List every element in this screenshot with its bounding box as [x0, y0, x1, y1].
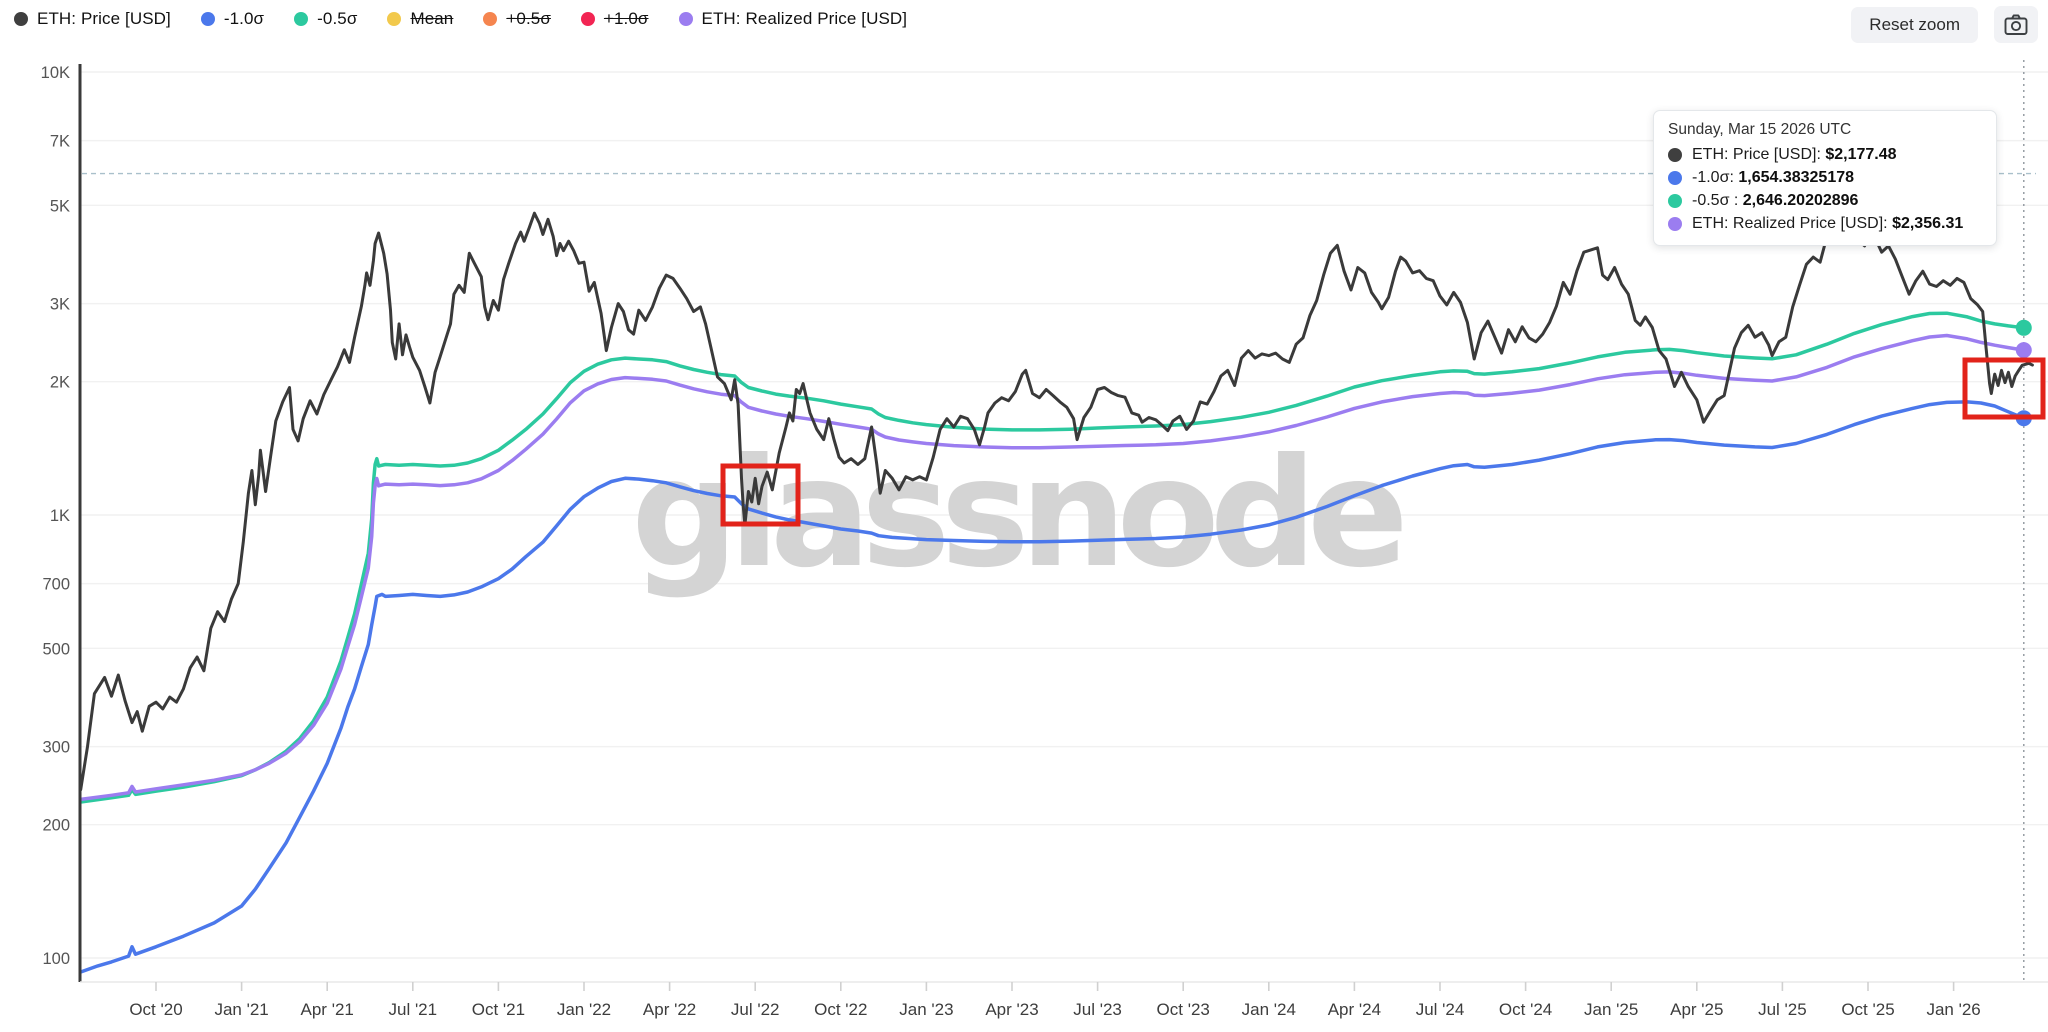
- chart-legend: ETH: Price [USD] -1.0σ -0.5σ Mean +0.5σ +1.0σ…: [14, 9, 907, 29]
- y-axis-label: 300: [42, 739, 70, 757]
- tooltip-series-dot-icon: [1668, 217, 1682, 231]
- y-axis-label: 5K: [50, 197, 70, 215]
- x-axis-label: Oct '25: [1841, 1000, 1894, 1019]
- y-axis-label: 2K: [50, 374, 70, 392]
- x-axis-label: Jan '21: [214, 1000, 268, 1019]
- series-end-dot-eth-realized-price-usd: [2015, 342, 2032, 359]
- reset-zoom-button[interactable]: Reset zoom: [1851, 6, 1978, 43]
- x-axis-label: Apr '25: [1670, 1000, 1723, 1019]
- x-axis-label: Jul '22: [731, 1000, 780, 1019]
- highlight-box: [720, 463, 801, 527]
- legend-dot-icon: [294, 12, 309, 26]
- legend-label: ETH: Price [USD]: [37, 9, 171, 28]
- y-axis-label: 1K: [50, 507, 70, 525]
- tooltip-rows: ETH: Price [USD]: $2,177.48 -1.0σ: 1,654.…: [1668, 146, 1982, 233]
- series-line-eth-realized-price-usd: [78, 333, 2026, 802]
- y-axis-label: 100: [42, 950, 70, 968]
- x-axis-label: Oct '22: [814, 1000, 867, 1019]
- legend-label: +0.5σ: [506, 9, 551, 28]
- camera-icon: [2004, 14, 2028, 36]
- x-axis-label: Jan '23: [899, 1000, 953, 1019]
- legend-item-eth-realized-price-usd[interactable]: ETH: Realized Price [USD]: [678, 9, 908, 29]
- legend-item-1-0σ[interactable]: +1.0σ: [580, 9, 649, 29]
- y-axis-label: 3K: [50, 296, 70, 314]
- legend-item-mean[interactable]: Mean: [387, 9, 453, 29]
- chart-tooltip: Sunday, Mar 15 2026 UTC ETH: Price [USD]…: [1653, 110, 1997, 246]
- x-axis-label: Apr '24: [1328, 1000, 1381, 1019]
- legend-item-1-0σ[interactable]: -1.0σ: [200, 9, 265, 29]
- tooltip-date: Sunday, Mar 15 2026 UTC: [1668, 121, 1852, 138]
- legend-dot-icon: [200, 12, 215, 26]
- x-axis-label: Jan '22: [557, 1000, 611, 1019]
- legend-dot-icon: [483, 12, 498, 26]
- series-line-0-5σ: [78, 311, 2026, 804]
- x-axis-label: Jul '24: [1416, 1000, 1465, 1019]
- legend-item-eth-price-usd[interactable]: ETH: Price [USD]: [14, 9, 171, 29]
- legend-item-0-5σ[interactable]: +0.5σ: [483, 9, 551, 29]
- series-line-1-0σ: [78, 400, 2026, 974]
- top-actions: Reset zoom: [1851, 6, 2038, 43]
- y-axis-label: 500: [42, 640, 70, 658]
- x-axis-label: Jan '26: [1926, 1000, 1980, 1019]
- x-axis-label: Jul '25: [1758, 1000, 1807, 1019]
- legend-dot-icon: [14, 12, 28, 26]
- tooltip-series-label: ETH: Realized Price [USD]: $2,356.31: [1692, 215, 1964, 232]
- tooltip-row: ETH: Realized Price [USD]: $2,356.31: [1668, 215, 1982, 233]
- tooltip-series-label: -1.0σ: 1,654.38325178: [1692, 169, 1855, 186]
- legend-label: Mean: [410, 9, 454, 28]
- legend-label: ETH: Realized Price [USD]: [701, 9, 908, 28]
- tooltip-series-dot-icon: [1668, 171, 1682, 185]
- x-axis-label: Jan '24: [1242, 1000, 1296, 1019]
- tooltip-series-value: 1,654.38325178: [1738, 169, 1855, 186]
- x-axis-label: Jul '21: [388, 1000, 437, 1019]
- x-axis-label: Oct '24: [1499, 1000, 1552, 1019]
- tooltip-series-label: ETH: Price [USD]: $2,177.48: [1692, 146, 1897, 163]
- camera-button[interactable]: [1994, 6, 2038, 43]
- tooltip-row: -0.5σ : 2,646.20202896: [1668, 192, 1982, 210]
- x-axis-label: Apr '21: [301, 1000, 354, 1019]
- legend-item-0-5σ[interactable]: -0.5σ: [294, 9, 357, 29]
- y-axis-label: 10K: [41, 64, 70, 82]
- tooltip-series-label: -0.5σ : 2,646.20202896: [1692, 192, 1859, 209]
- x-axis-label: Jan '25: [1584, 1000, 1638, 1019]
- tooltip-series-value: 2,646.20202896: [1742, 192, 1859, 209]
- y-axis-label: 700: [42, 576, 70, 594]
- tooltip-series-dot-icon: [1668, 194, 1682, 208]
- tooltip-row: -1.0σ: 1,654.38325178: [1668, 169, 1982, 187]
- x-axis-label: Oct '21: [472, 1000, 525, 1019]
- legend-dot-icon: [387, 12, 402, 26]
- y-axis-label: 200: [42, 817, 70, 835]
- y-axis-label: 7K: [50, 133, 70, 151]
- legend-label: -1.0σ: [223, 9, 265, 28]
- tooltip-row: ETH: Price [USD]: $2,177.48: [1668, 146, 1982, 164]
- legend-label: +1.0σ: [603, 9, 649, 28]
- tooltip-series-value: $2,356.31: [1892, 215, 1964, 232]
- x-axis-label: Oct '20: [129, 1000, 182, 1019]
- tooltip-series-value: $2,177.48: [1825, 146, 1897, 163]
- x-axis-label: Apr '23: [985, 1000, 1038, 1019]
- legend-dot-icon: [678, 12, 693, 26]
- legend-dot-icon: [580, 12, 595, 26]
- x-axis-label: Jul '23: [1073, 1000, 1122, 1019]
- tooltip-series-dot-icon: [1668, 148, 1682, 162]
- series-line-eth-price-usd: [79, 211, 2034, 792]
- x-axis-label: Apr '22: [643, 1000, 696, 1019]
- x-axis-label: Oct '23: [1157, 1000, 1210, 1019]
- highlight-box: [1962, 357, 2046, 420]
- series-end-dot-0-5σ: [2015, 319, 2032, 336]
- legend-label: -0.5σ: [317, 9, 358, 28]
